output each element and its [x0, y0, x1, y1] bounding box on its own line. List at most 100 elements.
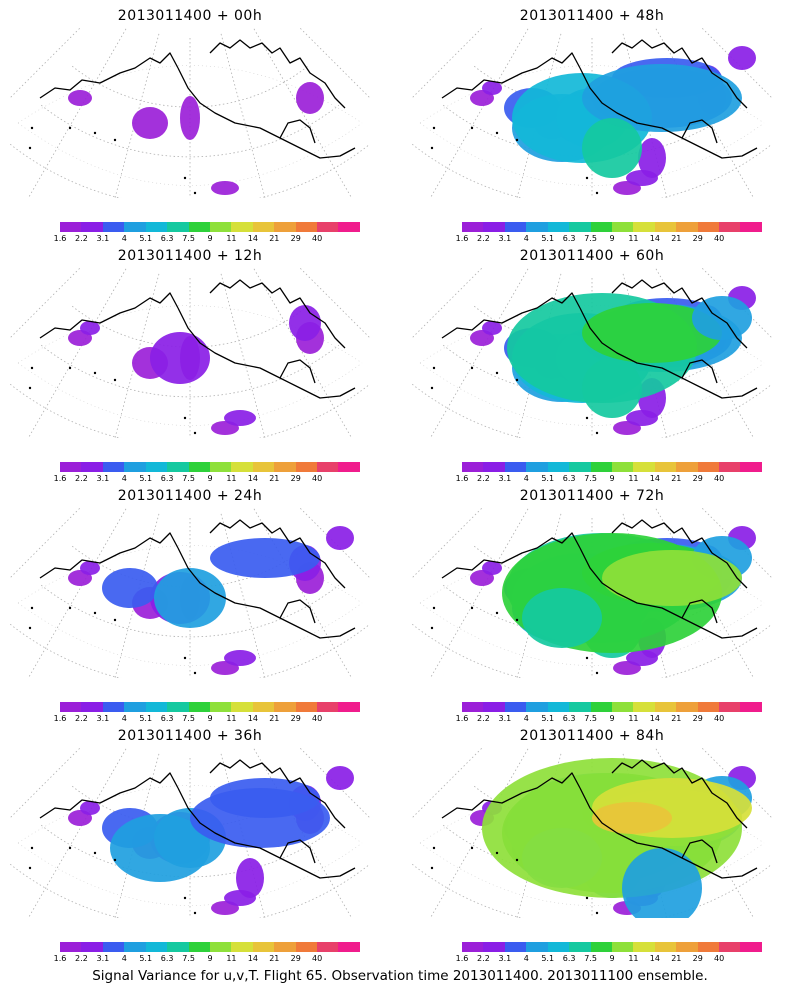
map-panel: 2013011400 + 00h 1.6 2.2 3.1 4 5.1 6.3 7.5 9 11 14…: [0, 0, 400, 248]
island-marker: [495, 371, 499, 375]
colorbar-swatch: [719, 942, 741, 952]
colorbar-swatch: [231, 222, 253, 232]
variance-region: [326, 766, 354, 790]
colorbar-ticks: 1.6 2.2 3.1 4 5.1 6.3 7.5 9 11 14 21 29 40: [54, 474, 360, 484]
variance-region: [68, 90, 92, 106]
variance-region: [296, 82, 324, 114]
colorbar-tick-label: 1.6: [53, 474, 67, 483]
colorbar-swatch: [338, 702, 360, 712]
colorbar-tick-label: 3.1: [96, 474, 110, 483]
colorbar-tick-label: 5.1: [139, 714, 153, 723]
colorbar-swatch: [697, 462, 720, 472]
coastline-bay: [681, 839, 718, 864]
colorbar-swatch: [719, 222, 741, 232]
variance-region: [582, 118, 642, 178]
colorbar-swatch: [317, 942, 339, 952]
colorbar-swatch: [611, 702, 634, 712]
colorbar-tick-label: 9: [609, 474, 615, 483]
colorbar-swatch: [231, 462, 253, 472]
colorbar-swatch: [740, 222, 762, 232]
island-marker: [68, 606, 72, 610]
map-panel: 2013011400 + 48h 1.6 2.2 3.1 4 5.1 6.3 7.5 9 11 14…: [402, 0, 800, 248]
colorbar-swatch: [102, 462, 125, 472]
colorbar-swatch: [462, 942, 484, 952]
colorbar-swatch: [633, 222, 655, 232]
island-marker: [113, 378, 117, 382]
coastline-alaska-canada: [177, 787, 356, 879]
variance-region: [602, 550, 742, 606]
colorbar-swatch: [590, 222, 612, 232]
colorbar-swatch: [295, 942, 318, 952]
colorbar-swatch: [274, 222, 296, 232]
colorbar-tick-label: 7.5: [182, 954, 195, 963]
colorbar-swatch: [569, 702, 591, 712]
variance-region: [180, 96, 200, 140]
colorbar-swatch: [483, 462, 505, 472]
colorbar-tick-label: 14: [247, 234, 258, 243]
coastline-alaska-canada: [579, 307, 758, 399]
colorbar-swatch: [188, 942, 210, 952]
colorbar-tick-label: 3.1: [498, 234, 512, 243]
panel-title: 2013011400 + 00h: [117, 8, 263, 24]
panel-title: 2013011400 + 48h: [519, 8, 665, 24]
coastline-bay: [681, 119, 718, 144]
colorbar-tick-label: 40: [312, 234, 323, 243]
colorbar-swatch: [317, 702, 339, 712]
colorbar-tick-label: 11: [226, 474, 237, 483]
colorbar-swatch: [654, 462, 677, 472]
colorbar-tick-label: 3.1: [96, 954, 110, 963]
colorbar-swatch: [483, 942, 505, 952]
colorbar-swatch: [317, 462, 339, 472]
colorbar-tick-label: 7.5: [584, 714, 597, 723]
colorbar-swatch: [124, 222, 146, 232]
colorbar-ticks: 1.6 2.2 3.1 4 5.1 6.3 7.5 9 11 14 21 29 40: [456, 954, 762, 964]
colorbar-swatch: [124, 942, 146, 952]
variance-region: [80, 561, 100, 575]
colorbar-swatch: [719, 702, 741, 712]
colorbar-swatch: [231, 702, 253, 712]
island-marker: [430, 146, 434, 150]
variance-region: [224, 650, 256, 666]
colorbar-tick-label: 9: [207, 234, 213, 243]
colorbar-tick-label: 2.2: [477, 714, 490, 723]
colorbar-swatch: [504, 462, 527, 472]
colorbar-tick-label: 11: [226, 954, 237, 963]
colorbar-tick-label: 29: [290, 474, 301, 483]
island-marker: [28, 146, 32, 150]
coastline-arctic: [209, 39, 346, 109]
colorbar-swatch: [611, 222, 634, 232]
colorbar-swatch: [676, 462, 698, 472]
island-marker: [183, 416, 187, 420]
island-marker: [585, 896, 589, 900]
variance-region: [692, 296, 752, 340]
coastline-alaska-canada: [579, 787, 758, 879]
colorbar-ticks: 1.6 2.2 3.1 4 5.1 6.3 7.5 9 11 14 21 29 40: [456, 714, 762, 724]
coastline-asia: [441, 772, 581, 819]
colorbar-swatch: [740, 942, 762, 952]
variance-region: [582, 303, 722, 363]
colorbar-swatch: [81, 942, 103, 952]
colorbar-swatch: [145, 222, 168, 232]
colorbar-swatch: [188, 702, 210, 712]
variance-region: [80, 801, 100, 815]
colorbar-tick-label: 14: [247, 954, 258, 963]
island-marker: [93, 611, 97, 615]
map-panel: 2013011400 + 12h 1.6 2.2 3.1 4 5.1 6.3 7.5 9 11 14…: [0, 240, 400, 488]
colorbar-swatch: [81, 702, 103, 712]
colorbar-swatch: [569, 222, 591, 232]
island-marker: [68, 846, 72, 850]
colorbar-tick-label: 1.6: [455, 474, 469, 483]
colorbar: [462, 222, 762, 232]
colorbar-tick-label: 3.1: [96, 714, 110, 723]
colorbar-swatch: [295, 702, 318, 712]
colorbar-tick-label: 5.1: [541, 474, 555, 483]
colorbar-swatch: [209, 462, 232, 472]
panel-title: 2013011400 + 72h: [519, 488, 665, 504]
map-panel: 2013011400 + 36h 1.6 2.2 3.1 4 5.1 6.3 7.5 9 11 14…: [0, 720, 400, 968]
colorbar-tick-label: 5.1: [541, 954, 555, 963]
island-marker: [93, 851, 97, 855]
colorbar-swatch: [81, 222, 103, 232]
coastline-arctic: [611, 279, 748, 349]
island-marker: [183, 896, 187, 900]
colorbar-tick-label: 2.2: [477, 474, 490, 483]
